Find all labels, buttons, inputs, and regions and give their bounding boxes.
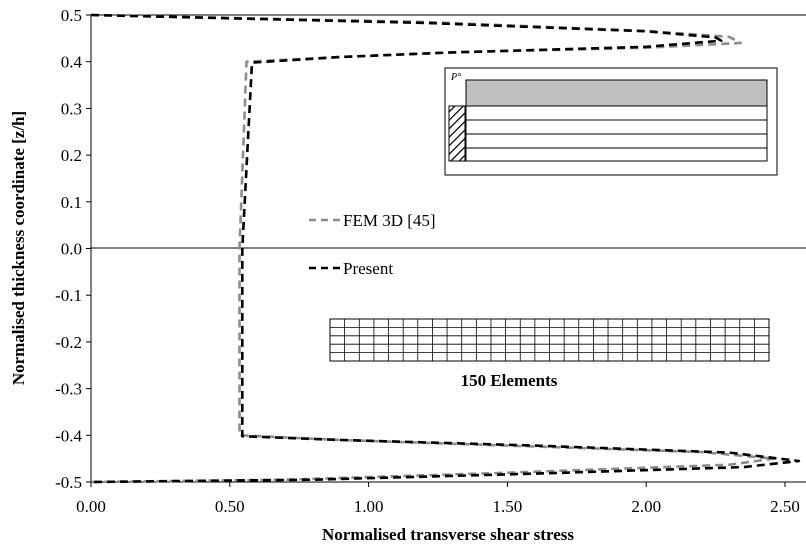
y-tick-label: 0.2 [61,146,82,165]
series-group [90,13,801,484]
legend: FEM 3D [45] Present [309,211,436,278]
y-tick-label: -0.1 [55,286,82,305]
mesh-inset [329,318,770,362]
series-line-fem-3d [90,13,776,484]
y-tick-label: 0.0 [61,240,82,259]
x-tick-label: 2.50 [770,497,800,516]
series-line-present [90,13,801,484]
y-tick-label: 0.1 [61,193,82,212]
x-axis-title: Normalised transverse shear stress [322,525,574,544]
x-tick-label: 0.50 [215,497,245,516]
inset-load-label: P° [450,72,461,83]
mesh-caption: 150 Elements [461,371,558,390]
y-tick-label: 0.5 [61,6,82,25]
y-axis-title: Normalised thickness coordinate [z/h] [9,111,28,385]
x-tick-label: 1.50 [493,497,523,516]
legend-label-fem: FEM 3D [45] [343,211,436,230]
x-tick-label: 2.00 [631,497,661,516]
y-tick-label: -0.3 [55,380,82,399]
y-tick-label: 0.4 [61,53,83,72]
x-tick-group: 0.00 0.50 1.00 1.50 2.00 2.50 [76,482,800,516]
y-tick-label: -0.4 [55,426,82,445]
x-tick-label: 0.00 [76,497,106,516]
x-tick-label: 1.00 [354,497,384,516]
legend-label-present: Present [343,259,393,278]
laminate-inset: P° [444,67,778,176]
loaded-top-layer [465,79,768,107]
y-tick-label: -0.5 [55,473,82,492]
y-tick-label: 0.3 [61,99,82,118]
y-tick-group: 0.5 0.4 0.3 0.2 0.1 0.0 -0.1 -0.2 -0.3 -0.4 -0.5 [55,6,91,492]
clamped-support [448,105,466,162]
y-tick-label: -0.2 [55,333,82,352]
